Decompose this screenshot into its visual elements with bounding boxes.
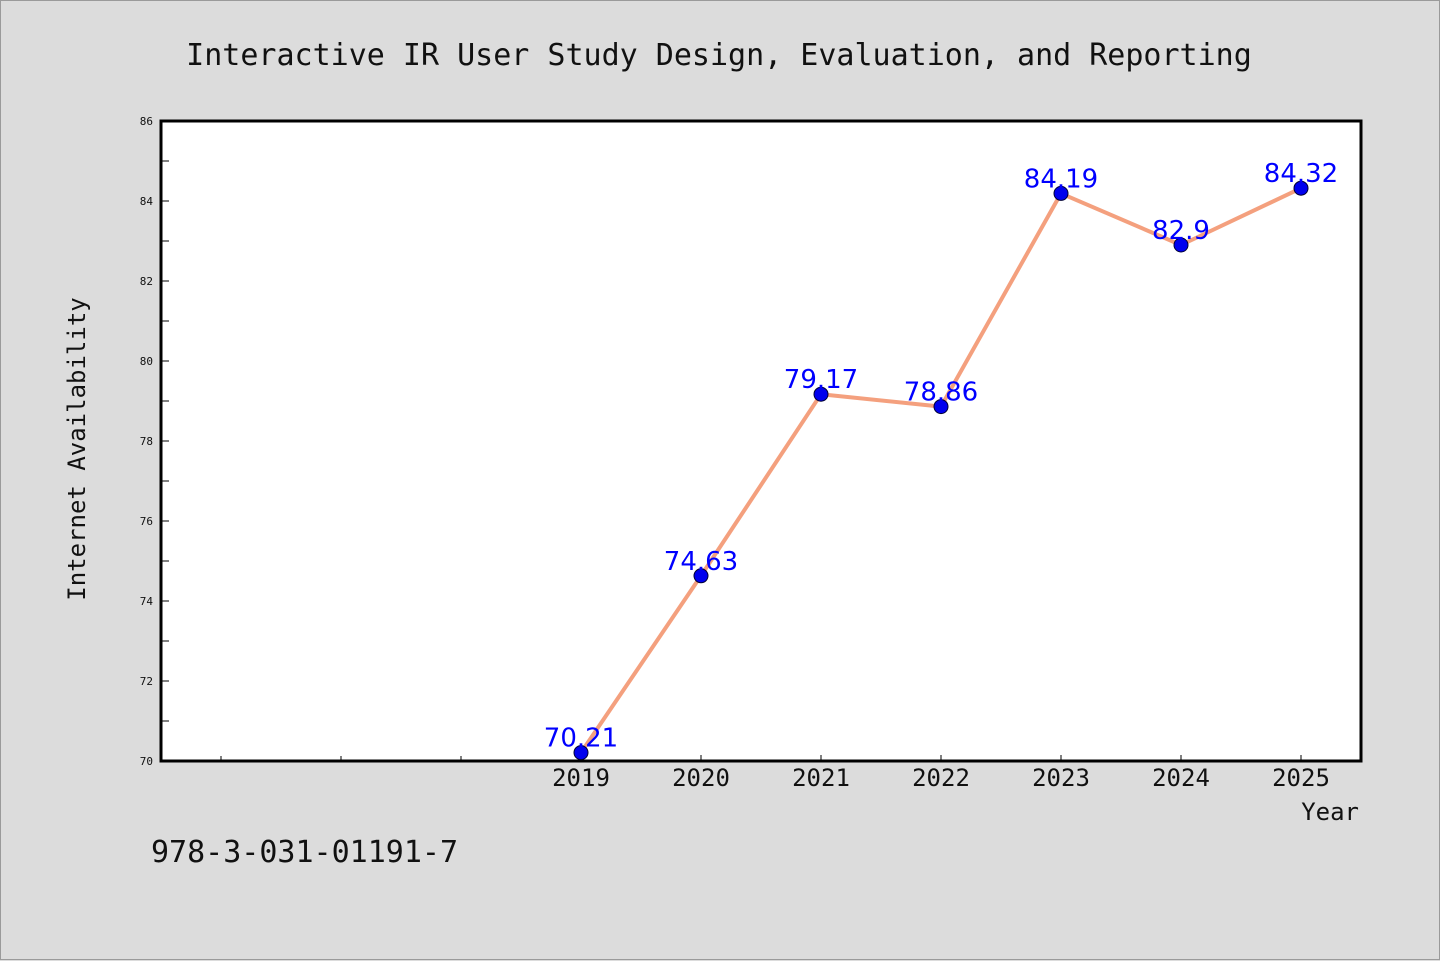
data-label: 74.63 [664,547,738,577]
x-tick-label: 2023 [1032,764,1090,792]
x-axis: 2019 2020 2021 2022 2023 2024 2025 [220,755,1330,792]
x-tick-label: 2024 [1152,764,1210,792]
isbn-label: 978-3-031-01191-7 [151,835,459,870]
x-tick-label: 2022 [912,764,970,792]
y-tick-label: 74 [140,595,154,608]
chart-title: Interactive IR User Study Design, Evalua… [186,38,1252,73]
y-tick-label: 86 [140,115,153,128]
y-tick-label: 82 [140,275,153,288]
data-label: 84.32 [1264,159,1338,189]
data-point [933,399,949,415]
data-points [573,180,1309,761]
data-point [813,386,829,402]
y-tick-label: 70 [140,755,153,768]
x-axis-label: Year [1301,798,1359,826]
data-point [1053,185,1069,201]
y-tick-label: 80 [140,355,153,368]
data-label: 70.21 [544,724,618,754]
x-tick-label: 2025 [1272,764,1330,792]
y-tick-label: 84 [140,195,154,208]
data-point [573,745,589,761]
data-point [1173,237,1189,253]
y-tick-label: 78 [140,435,153,448]
data-point [693,568,709,584]
x-tick-label: 2020 [672,764,730,792]
y-axis: 70 72 74 76 78 80 82 84 86 [140,115,169,768]
data-label: 82.9 [1152,216,1210,246]
data-labels: 70.21 74.63 79.17 78.86 84.19 82.9 84.32 [544,159,1338,753]
x-tick-label: 2021 [792,764,850,792]
data-label: 79.17 [784,365,858,395]
y-tick-label: 76 [140,515,153,528]
y-tick-label: 72 [140,675,153,688]
data-label: 84.19 [1024,164,1098,194]
plot-area [159,119,1363,763]
x-tick-label: 2019 [552,764,610,792]
data-label: 78.86 [904,378,978,408]
y-axis-label: Internet Availability [63,297,91,600]
data-point [1293,180,1309,196]
